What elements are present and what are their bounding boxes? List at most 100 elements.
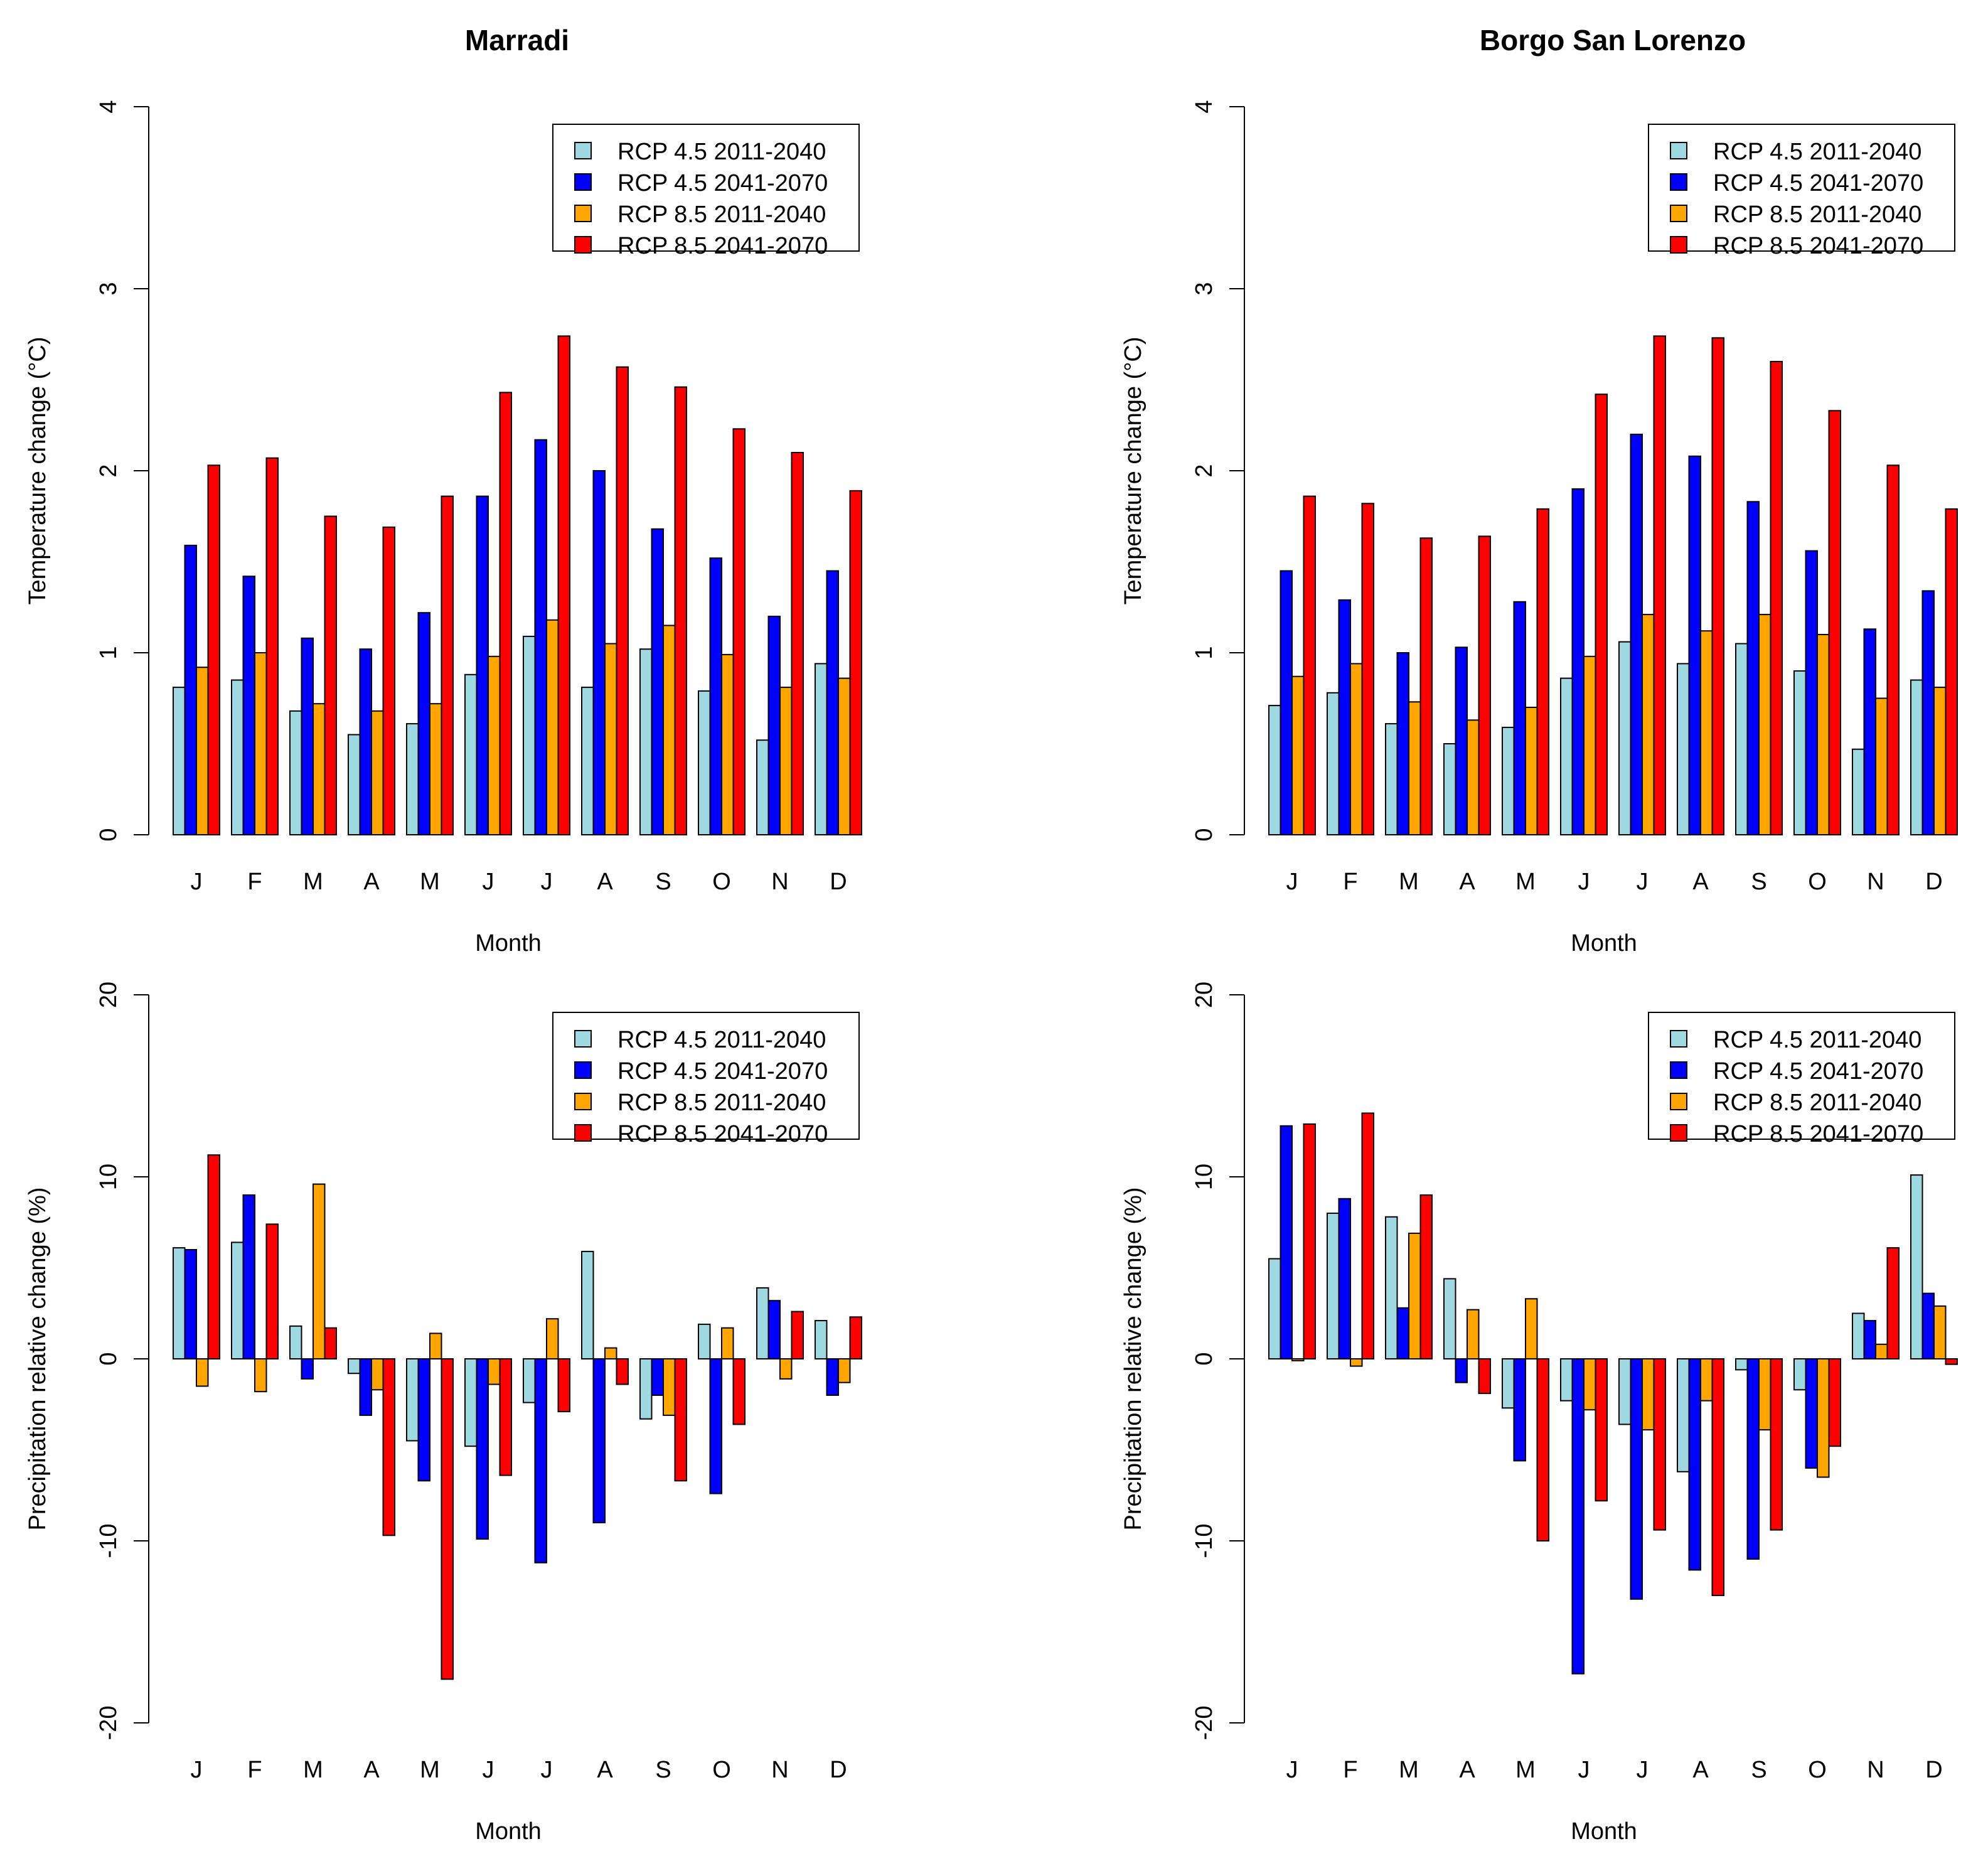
x-axis-label: Month xyxy=(1571,930,1637,957)
legend: RCP 4.5 2011-2040 RCP 4.5 2041-2070 RCP 8.… xyxy=(552,1012,860,1147)
bar-f-2-series-3 xyxy=(1350,663,1363,836)
bar-n-11-series-4 xyxy=(1886,464,1900,835)
bar-j-1-series-3 xyxy=(1291,675,1305,835)
bar-o-10-series-1 xyxy=(698,690,711,836)
bar-j-6-series-3 xyxy=(488,655,501,836)
month-label: A xyxy=(597,869,613,895)
legend-swatch xyxy=(1670,173,1687,191)
bar-s-9-series-1 xyxy=(1735,643,1748,835)
legend-label: RCP 8.5 2011-2040 xyxy=(617,1090,826,1116)
bar-j-6-series-3 xyxy=(1583,655,1596,836)
bar-o-10-series-4 xyxy=(1828,410,1841,835)
bar-j-6-series-4 xyxy=(499,1358,512,1476)
y-axis-label: Temperature change (°C) xyxy=(1120,336,1146,604)
bar-a-8-series-2 xyxy=(592,1358,606,1523)
y-tick-label: -10 xyxy=(1191,1524,1217,1558)
y-tick-label: 10 xyxy=(1191,1164,1217,1190)
month-label: F xyxy=(247,869,262,895)
bar-m-3-series-2 xyxy=(1396,652,1409,835)
bar-s-9-series-2 xyxy=(1746,1358,1760,1560)
month-label: J xyxy=(1286,869,1298,895)
x-axis-label: Month xyxy=(475,1818,542,1845)
legend-swatch xyxy=(1670,1093,1687,1110)
month-label: F xyxy=(1343,1757,1357,1783)
month-label: M xyxy=(420,869,440,895)
bar-j-6-series-1 xyxy=(1560,677,1573,835)
bar-n-11-series-2 xyxy=(1863,1320,1876,1360)
y-tick-label: 0 xyxy=(1191,828,1217,841)
bar-o-10-series-1 xyxy=(698,1323,711,1359)
bar-j-7-series-2 xyxy=(1630,1358,1643,1600)
month-label: O xyxy=(712,1757,731,1783)
legend-swatch xyxy=(574,1061,592,1079)
month-label: M xyxy=(303,869,323,895)
y-tick-label: 1 xyxy=(95,646,122,659)
bar-d-12-series-4 xyxy=(1945,1358,1958,1365)
legend-label: RCP 8.5 2011-2040 xyxy=(1713,1090,1921,1116)
month-label: D xyxy=(830,1757,847,1783)
bar-n-11-series-3 xyxy=(1875,697,1888,835)
bar-j-7-series-1 xyxy=(1618,641,1632,835)
bar-a-8-series-3 xyxy=(1700,630,1713,835)
bar-j-6-series-3 xyxy=(488,1358,501,1385)
legend-box xyxy=(1648,124,1955,252)
bar-a-4-series-3 xyxy=(1467,1309,1480,1359)
bar-j-7-series-1 xyxy=(523,1358,536,1403)
bar-m-3-series-3 xyxy=(313,703,326,835)
legend-label: RCP 4.5 2041-2070 xyxy=(617,1058,828,1085)
bar-n-11-series-4 xyxy=(1886,1247,1900,1359)
bar-j-1-series-3 xyxy=(1291,1358,1305,1361)
bar-m-3-series-3 xyxy=(313,1183,326,1359)
bar-f-2-series-1 xyxy=(231,1241,244,1360)
month-label: A xyxy=(1692,1757,1709,1783)
bar-j-6-series-3 xyxy=(1583,1358,1596,1411)
month-label: J xyxy=(483,869,494,895)
bar-a-4-series-3 xyxy=(1467,719,1480,836)
legend-swatch xyxy=(1670,1061,1687,1079)
month-label: S xyxy=(655,869,671,895)
bar-j-1-series-2 xyxy=(1280,1125,1293,1360)
bar-n-11-series-1 xyxy=(756,739,769,835)
bar-j-1-series-1 xyxy=(1268,1258,1281,1359)
bar-n-11-series-3 xyxy=(1875,1343,1888,1360)
y-tick-label: 10 xyxy=(95,1164,122,1190)
bar-j-1-series-1 xyxy=(173,687,186,835)
bar-j-6-series-2 xyxy=(476,1358,489,1540)
bar-s-9-series-4 xyxy=(1770,1358,1783,1531)
bar-n-11-series-1 xyxy=(756,1287,769,1359)
bar-j-7-series-2 xyxy=(534,1358,547,1563)
bar-a-8-series-4 xyxy=(616,366,629,835)
bar-n-11-series-3 xyxy=(779,687,793,835)
month-label: A xyxy=(363,869,380,895)
bar-o-10-series-2 xyxy=(1805,550,1818,835)
month-label: D xyxy=(1925,869,1942,895)
bar-d-12-series-3 xyxy=(1933,1305,1947,1359)
month-label: O xyxy=(1808,869,1827,895)
bar-a-8-series-4 xyxy=(1711,337,1724,835)
bar-a-8-series-2 xyxy=(1688,455,1701,835)
bar-o-10-series-4 xyxy=(732,428,746,835)
bar-m-5-series-1 xyxy=(1502,1358,1515,1409)
legend-label: RCP 8.5 2011-2040 xyxy=(1713,201,1921,228)
y-tick-label: 4 xyxy=(95,100,122,113)
month-label: O xyxy=(1808,1757,1827,1783)
bar-d-12-series-2 xyxy=(1921,590,1935,836)
bar-s-9-series-3 xyxy=(1758,614,1772,835)
month-label: D xyxy=(830,869,847,895)
legend-label: RCP 8.5 2041-2070 xyxy=(1713,233,1923,259)
bar-j-7-series-2 xyxy=(534,439,547,835)
bar-j-1-series-3 xyxy=(196,1358,209,1387)
bar-j-7-series-2 xyxy=(1630,434,1643,835)
bar-d-12-series-2 xyxy=(826,570,839,835)
month-label: J xyxy=(1637,869,1649,895)
bar-d-12-series-3 xyxy=(838,677,851,835)
bar-a-8-series-1 xyxy=(581,1250,594,1360)
y-tick-label: -20 xyxy=(1191,1706,1217,1740)
legend-label: RCP 4.5 2041-2070 xyxy=(1713,1058,1923,1085)
legend-swatch xyxy=(574,142,592,159)
y-tick-label: 2 xyxy=(1191,464,1217,477)
month-label: J xyxy=(191,1757,203,1783)
legend-label: RCP 4.5 2041-2070 xyxy=(617,170,828,196)
bar-j-7-series-4 xyxy=(1653,1358,1666,1531)
month-label: J xyxy=(1637,1757,1649,1783)
